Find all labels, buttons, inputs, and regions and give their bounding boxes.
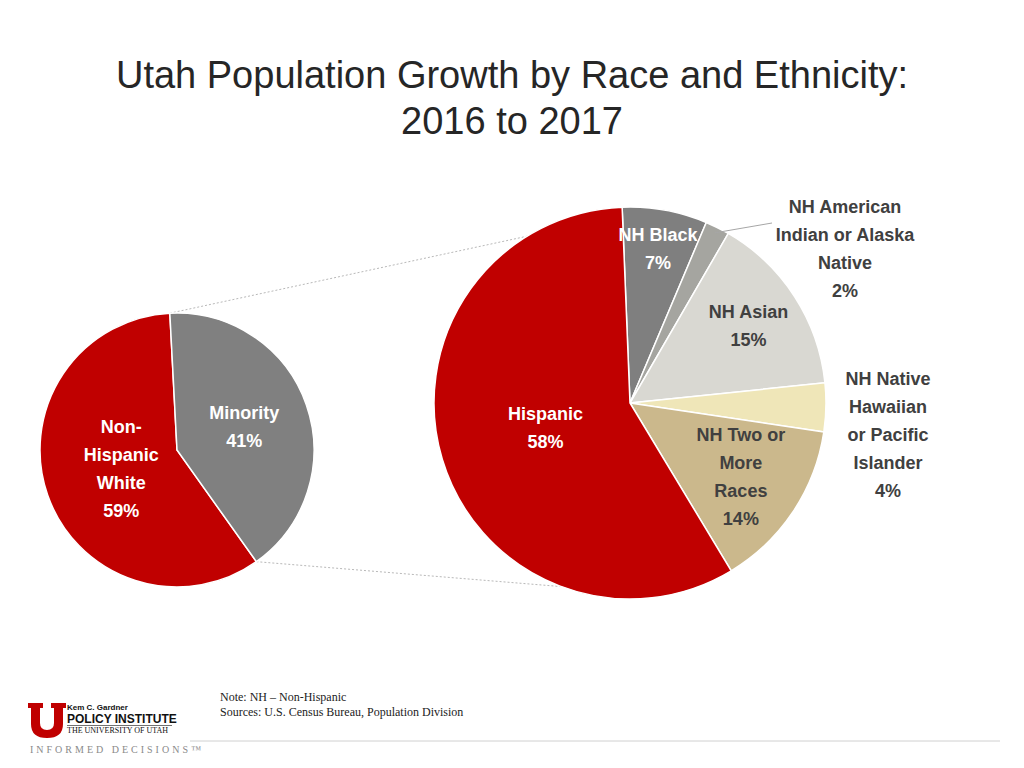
- data-label: 15%: [730, 330, 766, 350]
- slice-label: Minority: [209, 403, 279, 423]
- leader-line: [715, 223, 772, 233]
- slice-label: Hispanic: [508, 404, 583, 424]
- slice-label-line: Native: [818, 253, 872, 273]
- slice-label: NH Asian: [709, 302, 788, 322]
- slice-label-line: Non-: [101, 417, 142, 437]
- title-line: Utah Population Growth by Race and Ethni…: [116, 54, 908, 96]
- pie-slice: [434, 207, 731, 599]
- slice-label-line: Hispanic: [508, 404, 583, 424]
- pie-slice: [630, 233, 825, 403]
- slice-label-line: or Pacific: [847, 425, 928, 445]
- data-label: 41%: [226, 431, 262, 451]
- slices: [40, 313, 314, 587]
- chart-title: Utah Population Growth by Race and Ethni…: [116, 54, 908, 142]
- slice-label-line: White: [97, 473, 146, 493]
- footer-rule: [190, 741, 1000, 742]
- slice-label-line: Islander: [853, 453, 922, 473]
- data-label: 7%: [645, 253, 671, 273]
- pie-0: [40, 313, 314, 587]
- chart-root: Utah Population Growth by Race and Ethni…: [0, 0, 1024, 768]
- slice-label-line: Hispanic: [84, 445, 159, 465]
- slice-label-line: NH Two or: [697, 425, 786, 445]
- slice-label-line: Hawaiian: [849, 397, 927, 417]
- slice-label: NH American Indian or Alaska Native: [776, 197, 915, 273]
- slice-label: NH Native Hawaiian or Pacific Islander: [845, 369, 930, 473]
- tagline: INFORMED DECISIONS™: [30, 744, 204, 755]
- slice-label-line: Minority: [209, 403, 279, 423]
- slice-label: NH Black: [619, 225, 699, 245]
- slice-labels: NH Black 7% NH American Indian or Alaska Nat…: [508, 197, 931, 529]
- slice-label-line: NH Native: [845, 369, 930, 389]
- sources: Sources: U.S. Census Bureau, Population …: [220, 705, 463, 719]
- pie-1: [434, 207, 826, 599]
- footer: Note: NH – Non-HispanicSources: U.S. Cen…: [28, 690, 1000, 755]
- note: Note: NH – Non-Hispanic: [220, 690, 346, 704]
- title-line: 2016 to 2017: [401, 100, 623, 142]
- data-label: 2%: [832, 281, 858, 301]
- background: [0, 0, 1024, 768]
- logo-rule: [67, 725, 172, 726]
- logo-text: THE UNIVERSITY OF UTAH: [67, 726, 168, 735]
- logo-text: POLICY INSTITUTE: [67, 712, 177, 726]
- slice-label-line: NH Black: [619, 225, 699, 245]
- data-label: 58%: [528, 432, 564, 452]
- data-label: 14%: [723, 509, 759, 529]
- slice-labels: Non- Hispanic White 59% Minority 41%: [84, 403, 279, 522]
- slice-label-line: Indian or Alaska: [776, 225, 915, 245]
- slice-label: NH Two or More Races: [697, 425, 786, 501]
- slice-label-line: More: [719, 453, 762, 473]
- slice-label-line: Races: [714, 481, 767, 501]
- slices: [434, 207, 826, 599]
- slice-label: Non- Hispanic White: [84, 417, 159, 493]
- data-label: 4%: [875, 481, 901, 501]
- logo-mark: [28, 703, 66, 738]
- connector-line: [256, 562, 561, 587]
- slice-label-line: NH American: [789, 197, 901, 217]
- data-label: 59%: [103, 501, 139, 521]
- pie-slice: [170, 313, 314, 562]
- logo-text: Kem C. Gardner: [67, 703, 128, 712]
- slice-label-line: NH Asian: [709, 302, 788, 322]
